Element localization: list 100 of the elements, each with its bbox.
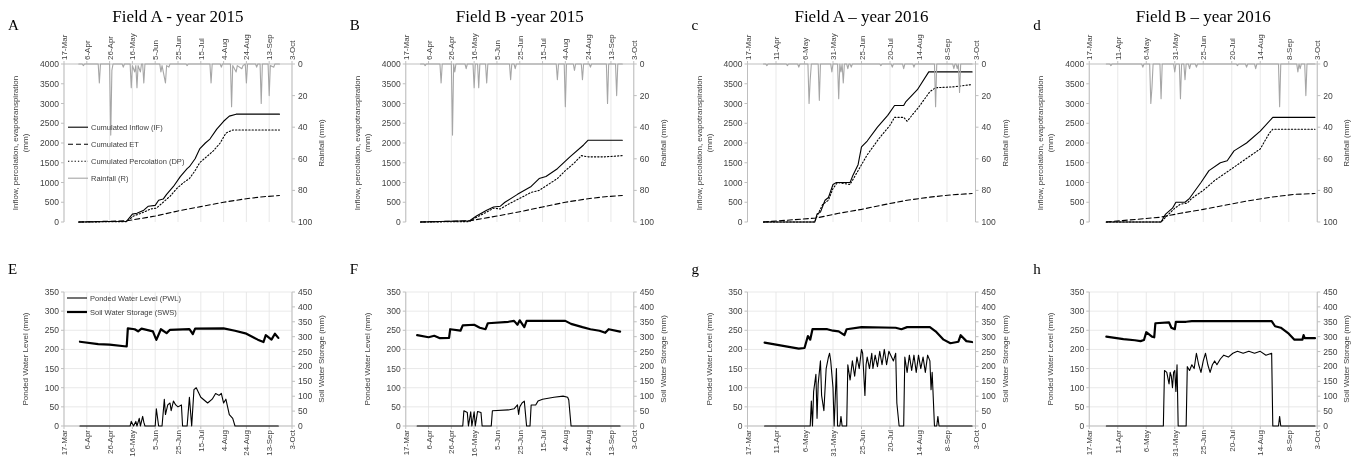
- chart-title: Field A - year 2015: [112, 7, 244, 26]
- y-tick-label: 500: [728, 197, 743, 208]
- y-tick-label: 1000: [381, 177, 402, 188]
- y2-tick-label: 250: [1323, 346, 1338, 357]
- x-tick-label: 24-Aug: [584, 430, 594, 456]
- x-tick-label: 13-Sep: [606, 429, 616, 456]
- x-tick-label: 17-Mar: [60, 429, 69, 456]
- x-tick-label: 31-May: [829, 430, 838, 457]
- x-tick-label: 20-Jul: [886, 37, 895, 60]
- y2-tick-label: 20: [981, 90, 992, 101]
- line-series: [78, 327, 280, 348]
- x-tick-label: 3-Oct: [1313, 39, 1323, 60]
- y-tick-label: 0: [54, 421, 60, 431]
- y2-tick-label: 400: [1323, 301, 1338, 312]
- y2-axis-title: Rainfall (mm): [1000, 118, 1010, 167]
- y-tick-label: 150: [728, 363, 743, 374]
- y-tick-label: 50: [1074, 401, 1085, 412]
- y-tick-label: 1500: [723, 157, 743, 168]
- y-axis-title: Inflow, percolation, evapotranspiration (mm): [352, 75, 372, 211]
- x-tick-label: 6-Apr: [424, 40, 434, 60]
- y2-tick-label: 350: [981, 316, 996, 327]
- y2-axis-title: Soil Water Storage (mm): [1342, 314, 1352, 403]
- y-tick-label: 0: [396, 421, 402, 431]
- y-tick-label: 100: [728, 382, 743, 393]
- x-tick-label: 4-Aug: [561, 38, 571, 60]
- y2-tick-label: 100: [298, 217, 313, 227]
- x-tick-label: 24-Aug: [242, 34, 252, 60]
- x-tick-label: 11-Apr: [772, 36, 781, 60]
- y-tick-label: 3000: [40, 98, 60, 109]
- y-axis-title: Inflow, percolation, evapotranspiration (mm): [11, 75, 30, 211]
- x-tick-label: 16-May: [128, 430, 138, 457]
- x-tick-label: 6-Apr: [82, 429, 92, 450]
- y2-tick-label: 20: [1323, 90, 1333, 101]
- y2-tick-label: 40: [981, 122, 992, 133]
- x-tick-label: 31-May: [829, 33, 838, 60]
- x-tick-label: 6-May: [800, 430, 810, 453]
- y2-axis-title: Soil Water Storage (mm): [1000, 314, 1010, 403]
- x-tick-label: 3-Oct: [629, 429, 639, 450]
- y2-tick-label: 100: [981, 391, 996, 402]
- y2-tick-label: 350: [298, 316, 313, 327]
- text: F: [349, 261, 359, 277]
- y-tick-label: 200: [1070, 344, 1085, 355]
- y2-tick-label: 60: [1323, 153, 1333, 164]
- y-tick-label: 100: [1070, 382, 1085, 393]
- chart-title: Field B – year 2016: [1135, 7, 1271, 26]
- y2-tick-label: 100: [1323, 391, 1338, 402]
- line-series: [1105, 63, 1316, 108]
- x-tick-label: 17-Mar: [1085, 34, 1095, 60]
- y-tick-label: 0: [737, 217, 743, 227]
- x-tick-label: 6-May: [800, 37, 810, 60]
- line-series: [79, 387, 279, 427]
- y-tick-label: 150: [44, 363, 60, 374]
- y2-axis-title: Rainfall (mm): [317, 118, 326, 167]
- y-tick-label: 350: [386, 287, 402, 297]
- x-tick-label: 24-Aug: [242, 430, 252, 456]
- y-tick-label: 4000: [381, 59, 402, 69]
- y-tick-label: 0: [1079, 217, 1085, 227]
- x-tick-label: 14-Aug: [1256, 430, 1266, 456]
- x-tick-label: 25-Jun: [1199, 430, 1209, 455]
- x-tick-label: 11-Apr: [1113, 429, 1123, 454]
- x-tick-label: 25-Jun: [857, 430, 867, 455]
- y-axis-title: Inflow, percolation, evapotranspiration (mm): [694, 75, 714, 211]
- text: E: [8, 261, 18, 277]
- y2-tick-label: 100: [1323, 217, 1338, 227]
- x-tick-label: 4-Aug: [219, 38, 229, 60]
- y2-tick-label: 450: [1323, 287, 1338, 297]
- y-tick-label: 200: [728, 344, 743, 355]
- x-tick-label: 4-Aug: [219, 430, 229, 452]
- line-series: [420, 63, 623, 136]
- y2-tick-label: 450: [639, 287, 655, 297]
- x-tick-label: 8-Sep: [1284, 38, 1294, 60]
- y-tick-label: 3500: [1065, 78, 1085, 89]
- x-tick-label: 17-Mar: [1085, 429, 1095, 456]
- y2-tick-label: 80: [298, 185, 308, 196]
- x-tick-label: 16-May: [128, 33, 138, 60]
- y-tick-label: 4000: [1065, 59, 1085, 69]
- y2-tick-label: 400: [298, 301, 313, 312]
- y2-tick-label: 250: [639, 346, 655, 357]
- x-tick-label: 17-Mar: [743, 34, 753, 60]
- y-tick-label: 3500: [723, 78, 743, 89]
- y-tick-label: 2500: [40, 118, 60, 129]
- y-tick-label: 500: [1070, 197, 1085, 208]
- y-tick-label: 300: [386, 306, 402, 317]
- y-tick-label: 0: [1079, 421, 1085, 431]
- y-tick-label: 3500: [381, 78, 402, 89]
- line-series: [416, 319, 622, 340]
- y2-tick-label: 300: [981, 331, 996, 342]
- y2-tick-label: 150: [1323, 376, 1338, 387]
- x-tick-label: 25-Jun: [857, 35, 867, 60]
- y2-tick-label: 450: [298, 287, 313, 297]
- y2-tick-label: 100: [639, 391, 655, 402]
- y2-tick-label: 200: [981, 361, 996, 372]
- line-series: [763, 326, 974, 350]
- chart-title: Field A – year 2016: [794, 7, 929, 26]
- x-tick-label: 26-Apr: [105, 35, 115, 60]
- line-series: [1105, 320, 1317, 343]
- x-tick-label: 25-Jun: [515, 35, 525, 60]
- y2-tick-label: 20: [298, 90, 308, 101]
- text: c: [691, 17, 699, 33]
- x-tick-label: 17-Mar: [401, 429, 411, 456]
